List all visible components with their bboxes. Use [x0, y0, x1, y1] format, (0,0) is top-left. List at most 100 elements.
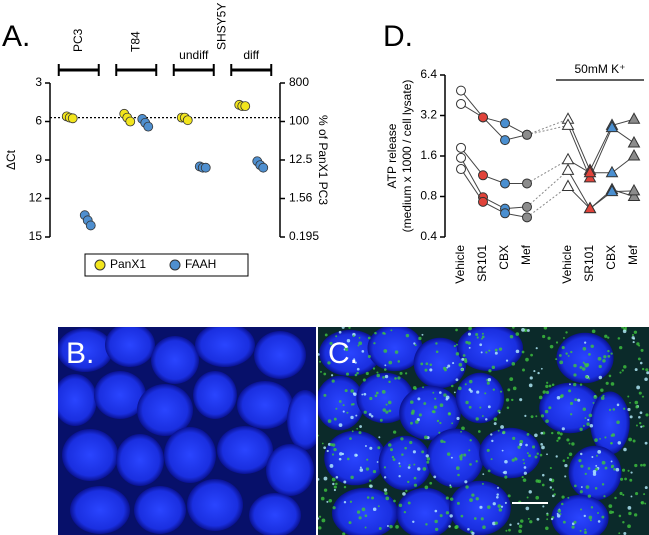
data-point: [627, 112, 641, 124]
puncta: [619, 491, 623, 495]
puncta: [568, 452, 573, 457]
puncta: [356, 510, 361, 514]
puncta: [607, 349, 610, 353]
puncta: [326, 500, 329, 503]
puncta: [565, 331, 568, 334]
puncta: [491, 365, 496, 370]
puncta: [332, 482, 335, 486]
data-point: [478, 112, 488, 123]
puncta: [366, 496, 370, 499]
puncta: [485, 351, 488, 354]
puncta: [468, 346, 471, 349]
puncta: [413, 463, 416, 466]
data-point: [561, 163, 575, 175]
puncta: [517, 445, 521, 449]
nucleus: [378, 435, 432, 491]
puncta: [476, 336, 479, 339]
data-point: [522, 129, 532, 140]
puncta: [635, 492, 639, 496]
puncta: [361, 507, 366, 512]
category-label: PC3: [71, 28, 85, 52]
puncta: [571, 442, 575, 446]
puncta: [587, 418, 590, 421]
data-point: [561, 152, 575, 165]
puncta: [435, 527, 439, 532]
data-point: [500, 118, 510, 129]
puncta: [528, 383, 533, 388]
puncta: [511, 398, 514, 402]
puncta: [335, 475, 339, 479]
puncta: [464, 383, 467, 386]
puncta: [634, 400, 639, 405]
puncta: [479, 505, 483, 509]
panel-label: C.: [328, 337, 358, 370]
puncta: [450, 456, 453, 459]
puncta: [627, 407, 631, 412]
puncta: [610, 442, 613, 445]
puncta: [433, 405, 438, 409]
puncta: [356, 427, 359, 430]
puncta: [530, 353, 533, 357]
puncta: [580, 508, 583, 511]
puncta: [603, 355, 607, 359]
puncta: [504, 459, 508, 464]
puncta: [509, 377, 514, 382]
puncta: [496, 493, 499, 496]
puncta: [600, 388, 604, 392]
nucleus: [332, 487, 398, 535]
puncta: [584, 528, 587, 531]
puncta: [446, 452, 451, 456]
puncta: [583, 362, 587, 366]
puncta: [455, 525, 459, 529]
puncta: [392, 458, 396, 461]
puncta: [327, 419, 332, 423]
puncta: [346, 411, 349, 414]
puncta: [629, 415, 633, 419]
puncta: [369, 484, 373, 488]
puncta: [473, 517, 477, 520]
puncta: [456, 501, 460, 505]
puncta: [567, 354, 570, 357]
puncta: [523, 471, 527, 475]
legend-box: [84, 253, 249, 277]
puncta: [610, 460, 613, 463]
puncta: [584, 472, 587, 475]
puncta: [481, 335, 485, 339]
puncta: [434, 519, 438, 524]
puncta: [409, 400, 414, 404]
puncta: [573, 363, 577, 368]
puncta: [350, 415, 354, 420]
x-tick-label: SR101: [582, 245, 596, 282]
puncta: [375, 391, 379, 395]
data-point: [456, 98, 466, 109]
puncta: [537, 371, 540, 375]
series-line: [567, 125, 635, 180]
puncta: [338, 423, 343, 428]
puncta: [376, 371, 379, 374]
data-point: [182, 115, 193, 126]
puncta: [354, 373, 358, 377]
y-axis-title: ATP release: [385, 123, 399, 188]
puncta: [432, 410, 436, 414]
puncta: [512, 327, 515, 329]
puncta: [574, 484, 577, 488]
group-label: SHSY5Y: [215, 3, 229, 50]
puncta: [490, 458, 493, 461]
puncta: [494, 521, 498, 525]
puncta: [364, 445, 367, 448]
puncta: [573, 382, 577, 387]
puncta: [544, 409, 549, 414]
puncta: [362, 378, 366, 382]
series-line: [567, 170, 635, 210]
nucleus: [319, 329, 381, 377]
puncta: [528, 454, 531, 458]
puncta: [418, 413, 422, 417]
puncta: [383, 349, 388, 353]
puncta: [627, 506, 632, 510]
puncta: [467, 332, 472, 336]
puncta: [574, 398, 578, 402]
puncta: [439, 421, 442, 425]
puncta: [323, 488, 328, 492]
